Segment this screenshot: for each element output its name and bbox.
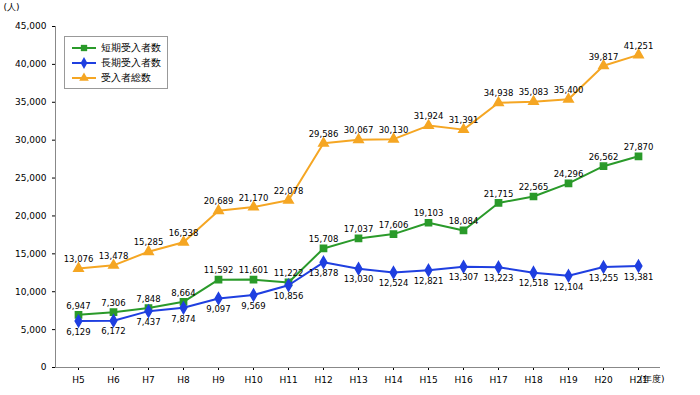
svg-text:13,030: 13,030: [344, 274, 374, 284]
svg-text:15,000: 15,000: [15, 249, 47, 259]
svg-text:0: 0: [41, 362, 47, 372]
svg-text:13,255: 13,255: [589, 273, 619, 283]
svg-text:31,391: 31,391: [449, 115, 479, 125]
svg-text:7,437: 7,437: [136, 317, 160, 327]
svg-text:15,708: 15,708: [309, 234, 339, 244]
svg-text:H15: H15: [419, 375, 437, 385]
svg-text:11,601: 11,601: [239, 265, 269, 275]
svg-text:10,856: 10,856: [274, 291, 304, 301]
svg-text:20,000: 20,000: [15, 211, 47, 221]
svg-text:17,606: 17,606: [379, 220, 409, 230]
svg-text:9,097: 9,097: [206, 304, 230, 314]
svg-text:6,129: 6,129: [66, 327, 90, 337]
svg-text:7,306: 7,306: [101, 298, 125, 308]
svg-text:H18: H18: [524, 375, 542, 385]
svg-text:12,104: 12,104: [554, 281, 584, 291]
svg-text:H7: H7: [142, 375, 155, 385]
svg-text:41,251: 41,251: [624, 41, 654, 51]
svg-text:13,076: 13,076: [64, 254, 94, 264]
svg-text:12,524: 12,524: [379, 278, 409, 288]
svg-text:29,586: 29,586: [309, 129, 339, 139]
svg-text:H13: H13: [349, 375, 367, 385]
svg-text:27,870: 27,870: [624, 142, 654, 152]
svg-text:8,664: 8,664: [171, 288, 195, 298]
svg-text:12,821: 12,821: [414, 276, 444, 286]
html-text:短期受入者数: 短期受入者数: [101, 41, 161, 53]
svg-text:H19: H19: [559, 375, 577, 385]
svg-text:16,538: 16,538: [169, 228, 199, 238]
svg-text:45,000: 45,000: [15, 21, 47, 31]
svg-text:35,400: 35,400: [554, 85, 584, 95]
svg-text:10,000: 10,000: [15, 287, 47, 297]
svg-text:H10: H10: [244, 375, 262, 385]
svg-text:30,067: 30,067: [344, 125, 374, 135]
svg-text:19,103: 19,103: [414, 208, 444, 218]
svg-text:30,000: 30,000: [15, 135, 47, 145]
svg-text:11,222: 11,222: [274, 268, 304, 278]
svg-text:H11: H11: [279, 375, 297, 385]
svg-text:H17: H17: [489, 375, 507, 385]
svg-text:21,715: 21,715: [484, 189, 514, 199]
svg-text:(年度): (年度): [639, 374, 664, 384]
svg-text:39,817: 39,817: [589, 51, 619, 61]
svg-text:H5: H5: [72, 375, 85, 385]
svg-text:5,000: 5,000: [21, 324, 47, 334]
svg-text:35,083: 35,083: [519, 87, 549, 97]
svg-text:H8: H8: [177, 375, 190, 385]
svg-text:(人): (人): [4, 2, 20, 12]
svg-text:30,130: 30,130: [379, 125, 409, 135]
svg-text:18,084: 18,084: [449, 216, 479, 226]
svg-text:13,381: 13,381: [624, 272, 654, 282]
svg-text:35,000: 35,000: [15, 97, 47, 107]
svg-text:17,037: 17,037: [344, 224, 374, 234]
svg-text:9,569: 9,569: [241, 301, 265, 311]
svg-text:11,592: 11,592: [204, 265, 234, 275]
html-text:長期受入者数: 長期受入者数: [101, 56, 161, 68]
svg-text:13,878: 13,878: [309, 268, 339, 278]
svg-text:13,307: 13,307: [449, 272, 479, 282]
svg-text:13,223: 13,223: [484, 273, 514, 283]
svg-text:12,518: 12,518: [519, 278, 549, 288]
svg-text:6,172: 6,172: [101, 326, 125, 336]
svg-text:15,285: 15,285: [134, 237, 164, 247]
html-text:受入者総数: 受入者総数: [101, 71, 151, 83]
svg-text:26,562: 26,562: [589, 152, 619, 162]
svg-text:24,296: 24,296: [554, 169, 584, 179]
svg-text:25,000: 25,000: [15, 173, 47, 183]
svg-text:20,689: 20,689: [204, 196, 234, 206]
svg-text:22,078: 22,078: [274, 186, 304, 196]
svg-text:21,170: 21,170: [239, 193, 269, 203]
svg-text:H14: H14: [384, 375, 402, 385]
svg-text:H12: H12: [314, 375, 332, 385]
svg-text:H16: H16: [454, 375, 472, 385]
svg-text:31,924: 31,924: [414, 111, 444, 121]
svg-text:7,848: 7,848: [136, 294, 160, 304]
svg-text:7,874: 7,874: [171, 314, 195, 324]
svg-text:H9: H9: [212, 375, 225, 385]
svg-text:H20: H20: [594, 375, 612, 385]
svg-text:34,938: 34,938: [484, 88, 514, 98]
svg-text:6,947: 6,947: [66, 301, 90, 311]
svg-text:22,565: 22,565: [519, 182, 549, 192]
svg-text:40,000: 40,000: [15, 59, 47, 69]
svg-text:13,478: 13,478: [99, 251, 129, 261]
svg-text:H6: H6: [107, 375, 120, 385]
